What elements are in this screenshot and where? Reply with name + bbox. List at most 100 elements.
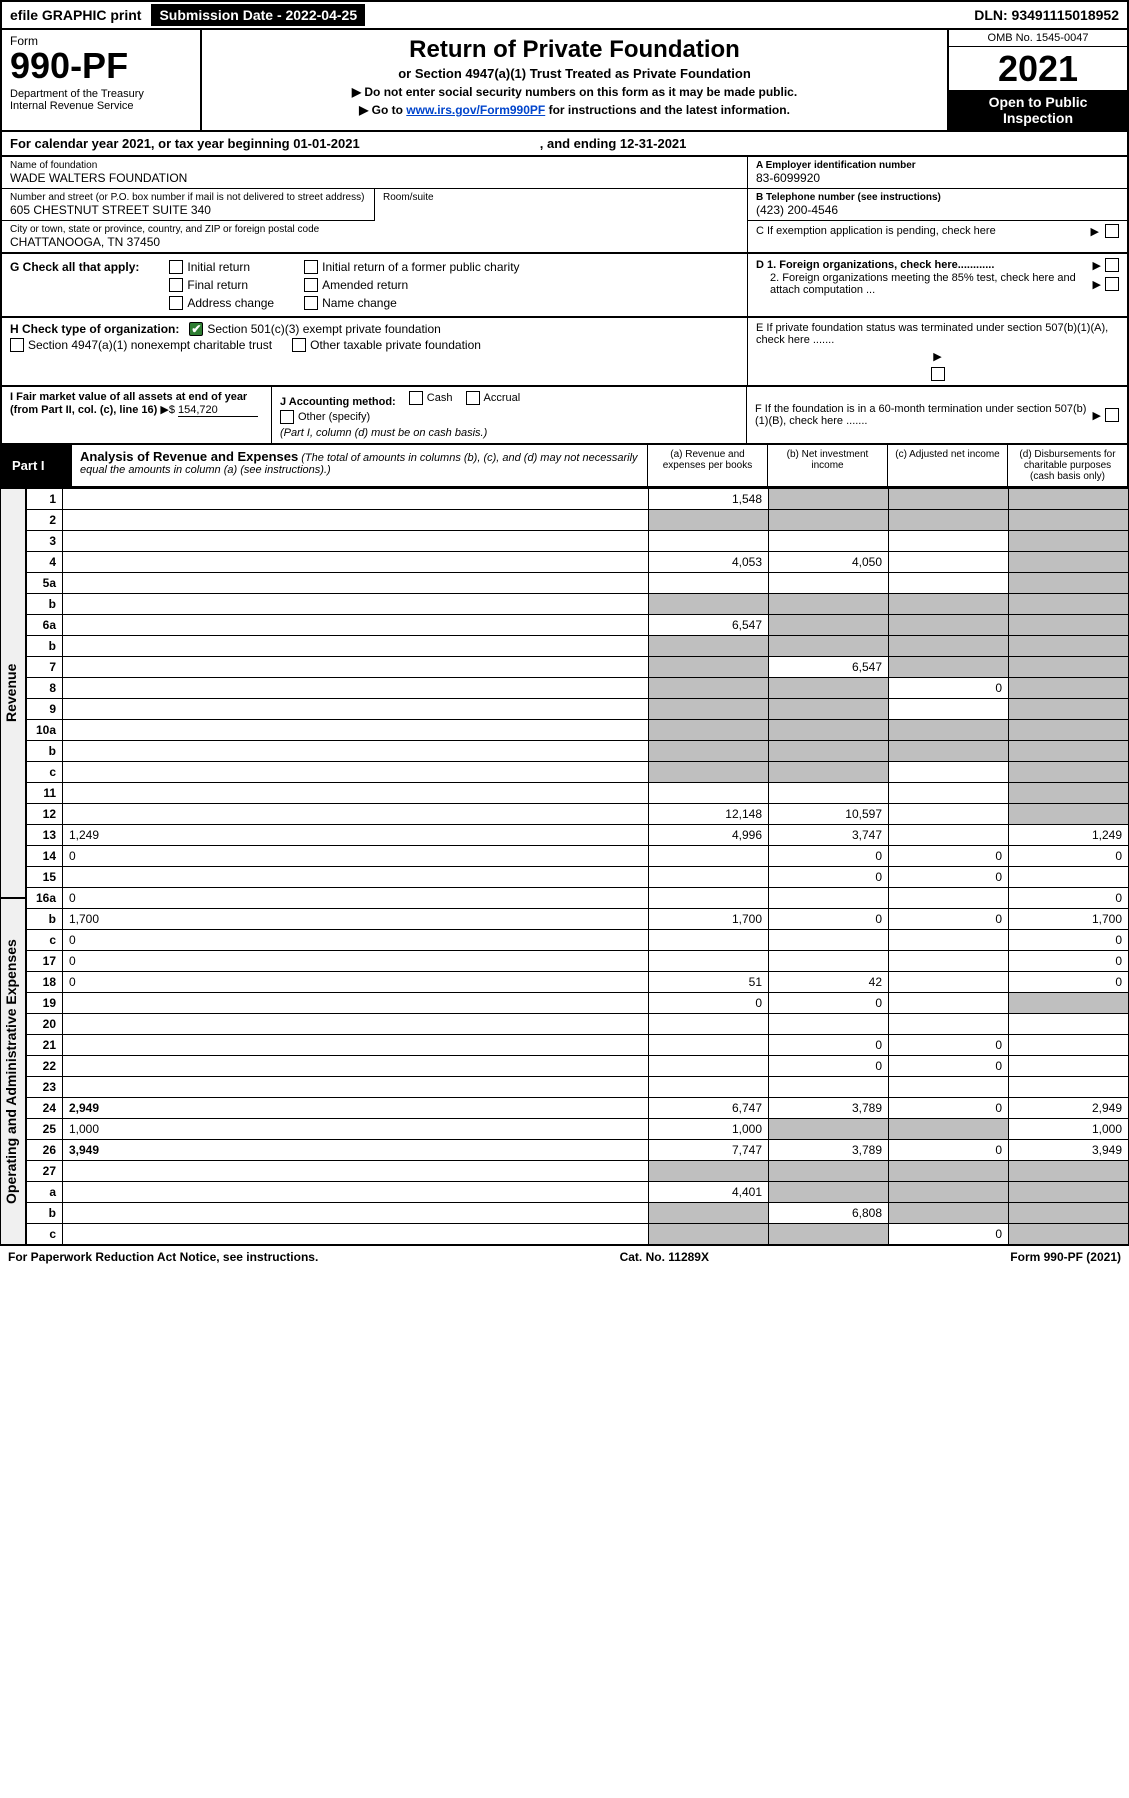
chk-4947a1[interactable]: Section 4947(a)(1) nonexempt charitable … [10, 338, 272, 352]
line-val-a [649, 951, 769, 972]
ein-label: A Employer identification number [756, 160, 1119, 171]
line-val-b [769, 741, 889, 762]
line-val-c [889, 825, 1009, 846]
d2-label: 2. Foreign organizations meeting the 85%… [756, 272, 1089, 296]
chk-501c3[interactable]: ✔Section 501(c)(3) exempt private founda… [189, 322, 440, 336]
line-number: 16a [27, 888, 63, 909]
table-row: 1212,14810,597 [27, 804, 1129, 825]
footer: For Paperwork Reduction Act Notice, see … [0, 1245, 1129, 1268]
line-val-c [889, 720, 1009, 741]
c-checkbox[interactable] [1105, 224, 1119, 238]
chk-initial-return[interactable]: Initial return [169, 260, 274, 274]
table-row: 251,0001,0001,000 [27, 1119, 1129, 1140]
line-val-d [1009, 804, 1129, 825]
line-number: b [27, 909, 63, 930]
line-val-a: 7,747 [649, 1140, 769, 1161]
table-row: 3 [27, 531, 1129, 552]
line-desc: 3,949 [63, 1140, 649, 1161]
line-val-d [1009, 762, 1129, 783]
line-val-c [889, 951, 1009, 972]
chk-address-change[interactable]: Address change [169, 296, 274, 310]
line-number: 24 [27, 1098, 63, 1119]
table-row: 80 [27, 678, 1129, 699]
line-val-a: 4,053 [649, 552, 769, 573]
omb-number: OMB No. 1545-0047 [949, 30, 1127, 47]
chk-amended-return[interactable]: Amended return [304, 278, 519, 292]
d2-checkbox[interactable] [1105, 277, 1119, 291]
line-val-c: 0 [889, 909, 1009, 930]
chk-name-change[interactable]: Name change [304, 296, 519, 310]
chk-initial-former[interactable]: Initial return of a former public charit… [304, 260, 519, 274]
line-val-b: 10,597 [769, 804, 889, 825]
line-number: 18 [27, 972, 63, 993]
line-val-a [649, 1203, 769, 1224]
line-val-a [649, 510, 769, 531]
chk-accrual[interactable]: Accrual [466, 391, 521, 405]
line-val-a [649, 657, 769, 678]
line-val-b [769, 573, 889, 594]
e-label: E If private foundation status was termi… [756, 322, 1119, 346]
line-val-d [1009, 1056, 1129, 1077]
expenses-side-label: Operating and Administrative Expenses [0, 898, 26, 1245]
line-val-d [1009, 1077, 1129, 1098]
line-number: 17 [27, 951, 63, 972]
line-val-a [649, 867, 769, 888]
efile-label: efile GRAPHIC print [4, 5, 147, 25]
line-val-d [1009, 1014, 1129, 1035]
line-val-d [1009, 993, 1129, 1014]
table-row: 9 [27, 699, 1129, 720]
line-val-d: 0 [1009, 930, 1129, 951]
chk-final-return[interactable]: Final return [169, 278, 274, 292]
line-val-a [649, 699, 769, 720]
line-val-c [889, 1014, 1009, 1035]
table-row: b6,808 [27, 1203, 1129, 1224]
line-val-c [889, 741, 1009, 762]
line-val-c [889, 972, 1009, 993]
line-val-d [1009, 573, 1129, 594]
chk-cash[interactable]: Cash [409, 391, 453, 405]
col-c-head: (c) Adjusted net income [887, 445, 1007, 486]
line-number: 6a [27, 615, 63, 636]
line-desc: 1,000 [63, 1119, 649, 1140]
line-desc [63, 636, 649, 657]
cal-year-left: For calendar year 2021, or tax year begi… [10, 136, 360, 151]
line-val-a: 1,548 [649, 489, 769, 510]
line-number: 4 [27, 552, 63, 573]
line-val-b: 3,747 [769, 825, 889, 846]
line-desc [63, 783, 649, 804]
chk-other-method[interactable]: Other (specify) [280, 410, 370, 424]
line-val-a [649, 741, 769, 762]
irs-link[interactable]: www.irs.gov/Form990PF [406, 103, 545, 117]
line-val-c [889, 489, 1009, 510]
line-val-b [769, 762, 889, 783]
line-val-a [649, 594, 769, 615]
line-val-d [1009, 741, 1129, 762]
part1-header: Part I Analysis of Revenue and Expenses … [0, 445, 1129, 488]
line-val-c: 0 [889, 1098, 1009, 1119]
table-row: 11 [27, 783, 1129, 804]
line-number: c [27, 762, 63, 783]
chk-other-taxable[interactable]: Other taxable private foundation [292, 338, 481, 352]
line-val-b [769, 1182, 889, 1203]
line-val-d [1009, 1224, 1129, 1245]
line-number: 22 [27, 1056, 63, 1077]
table-row: 131,2494,9963,7471,249 [27, 825, 1129, 846]
line-val-d: 0 [1009, 972, 1129, 993]
top-bar: efile GRAPHIC print Submission Date - 20… [0, 0, 1129, 30]
f-checkbox[interactable] [1105, 408, 1119, 422]
phone-value: (423) 200-4546 [756, 203, 1119, 217]
col-a-head: (a) Revenue and expenses per books [647, 445, 767, 486]
line-number: 2 [27, 510, 63, 531]
revenue-side-label: Revenue [0, 488, 26, 898]
d1-checkbox[interactable] [1105, 258, 1119, 272]
line-number: 25 [27, 1119, 63, 1140]
line-val-d: 3,949 [1009, 1140, 1129, 1161]
line-val-a [649, 636, 769, 657]
line-val-b: 4,050 [769, 552, 889, 573]
line-val-b [769, 930, 889, 951]
line-desc [63, 1077, 649, 1098]
line-val-a [649, 1014, 769, 1035]
line-val-b [769, 1224, 889, 1245]
room-label: Room/suite [383, 192, 739, 203]
e-checkbox[interactable] [931, 367, 945, 381]
